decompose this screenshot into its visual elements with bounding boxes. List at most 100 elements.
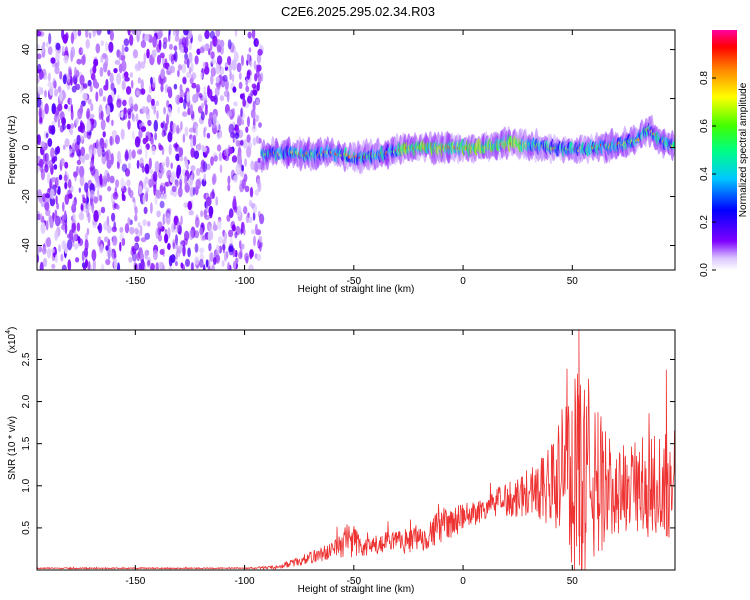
noise-cell xyxy=(156,110,159,120)
noise-cell xyxy=(87,260,91,270)
noise-cell xyxy=(217,236,223,244)
snr-x-ticks: -150 -100 -50 0 50 xyxy=(125,330,578,587)
noise-cell xyxy=(138,122,142,129)
noise-cell xyxy=(80,84,83,94)
noise-cell xyxy=(105,258,111,266)
noise-cell xyxy=(194,256,200,266)
noise-cell xyxy=(46,237,52,248)
noise-cell xyxy=(144,249,149,260)
noise-cell xyxy=(231,224,236,232)
noise-cell xyxy=(176,124,180,135)
noise-cell xyxy=(233,206,238,213)
noise-cell xyxy=(198,142,201,151)
noise-cell xyxy=(123,107,127,115)
noise-cell xyxy=(197,34,203,43)
noise-cell xyxy=(128,149,132,161)
noise-cell xyxy=(45,41,49,48)
noise-cell xyxy=(64,243,68,254)
noise-cell xyxy=(107,30,111,35)
noise-cell xyxy=(72,200,77,209)
noise-cell xyxy=(182,244,186,257)
noise-cell xyxy=(123,38,130,47)
noise-cell xyxy=(132,251,137,262)
noise-cell xyxy=(195,83,201,93)
noise-cell xyxy=(145,187,150,194)
noise-cell xyxy=(254,189,260,196)
noise-cell xyxy=(69,128,73,136)
noise-cell xyxy=(238,81,243,89)
noise-cell xyxy=(210,74,214,85)
noise-cell xyxy=(146,48,150,59)
noise-cell xyxy=(167,131,173,143)
noise-cell xyxy=(201,102,205,109)
noise-cell xyxy=(144,232,151,240)
noise-cell xyxy=(244,158,248,167)
noise-cell xyxy=(116,72,122,85)
noise-cell xyxy=(252,89,258,96)
noise-cell xyxy=(215,76,220,84)
noise-cell xyxy=(124,46,129,52)
colorbar-gradient xyxy=(712,30,737,270)
noise-cell xyxy=(208,205,214,217)
noise-cell xyxy=(222,239,227,245)
noise-cell xyxy=(154,132,158,141)
noise-cell xyxy=(97,236,102,247)
noise-cell xyxy=(186,58,190,69)
noise-cell xyxy=(89,84,93,93)
noise-cell xyxy=(102,96,107,102)
y-tick-label: 2.0 xyxy=(21,394,32,408)
noise-cell xyxy=(134,236,140,243)
noise-cell xyxy=(190,262,194,270)
noise-cell xyxy=(165,156,170,168)
noise-cell xyxy=(122,99,127,107)
noise-cell xyxy=(192,186,196,196)
noise-cell xyxy=(87,79,92,87)
noise-cell xyxy=(67,239,73,251)
noise-cell xyxy=(44,90,47,98)
noise-cell xyxy=(151,145,156,156)
noise-cell xyxy=(134,63,140,72)
snr-y-ticks: 0.5 1.0 1.5 2.0 2.5 xyxy=(21,352,675,535)
noise-cell xyxy=(188,210,194,216)
noise-cell xyxy=(147,259,151,267)
noise-cell xyxy=(227,56,232,66)
noise-cell xyxy=(250,229,256,235)
noise-cell xyxy=(81,262,86,269)
noise-cell xyxy=(49,188,55,200)
noise-cell xyxy=(134,227,139,235)
noise-cell xyxy=(154,160,160,173)
noise-cell xyxy=(109,175,115,184)
noise-cell xyxy=(53,114,58,123)
noise-cell xyxy=(88,32,92,39)
noise-cell xyxy=(79,175,85,187)
noise-cell xyxy=(62,201,65,212)
noise-cell xyxy=(97,225,101,231)
noise-cell xyxy=(50,57,56,64)
noise-cell xyxy=(210,58,217,64)
noise-cell xyxy=(200,72,203,80)
noise-cell xyxy=(150,136,154,145)
noise-cell xyxy=(228,146,234,155)
noise-cell xyxy=(99,67,104,77)
noise-cell xyxy=(244,185,250,193)
noise-cell xyxy=(151,49,157,58)
noise-cell xyxy=(247,31,252,39)
noise-cell xyxy=(177,69,180,78)
noise-cell xyxy=(70,32,74,45)
noise-cell xyxy=(219,164,223,173)
noise-cell xyxy=(67,66,72,73)
noise-cell xyxy=(71,222,76,234)
noise-cell xyxy=(76,58,82,65)
noise-cell xyxy=(187,179,194,187)
noise-cell xyxy=(173,83,178,90)
noise-cell xyxy=(214,86,220,97)
noise-cell xyxy=(258,122,262,128)
noise-cell xyxy=(241,55,245,66)
noise-cell xyxy=(94,81,100,89)
noise-cell xyxy=(216,120,220,131)
noise-cell xyxy=(211,188,215,199)
noise-cell xyxy=(190,165,196,172)
noise-cell xyxy=(131,149,136,159)
noise-cell xyxy=(155,189,160,197)
noise-cell xyxy=(209,252,214,262)
